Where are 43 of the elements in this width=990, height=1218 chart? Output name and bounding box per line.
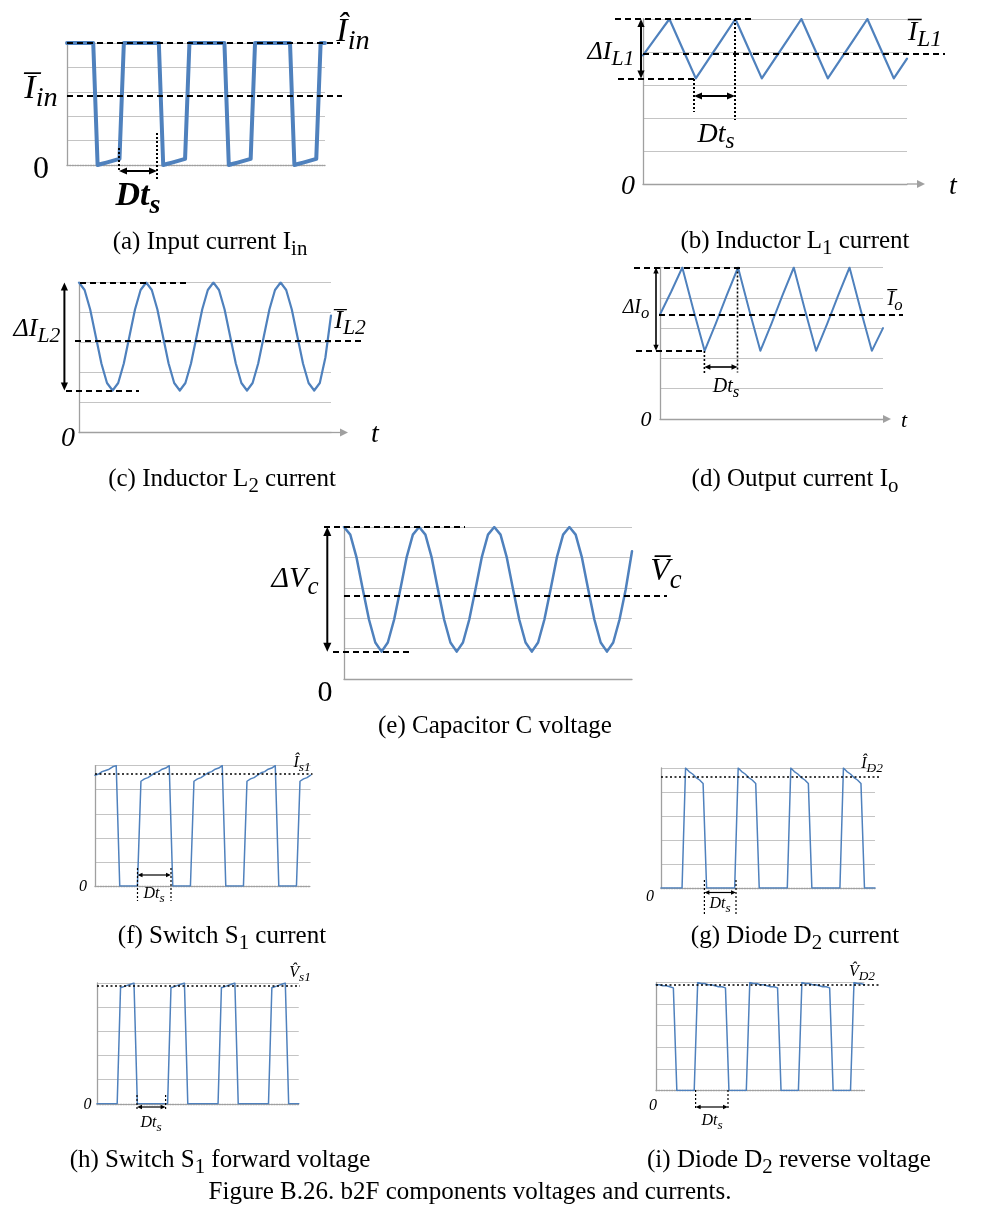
- text: 0: [646, 887, 654, 905]
- text: 0: [621, 168, 635, 201]
- text: ΔI$_{o}$: [622, 295, 650, 323]
- text: (i) Diode D$_{2}$ reverse voltage: [647, 1144, 931, 1178]
- ref-line-label: I̅$_{L2}$: [334, 304, 366, 341]
- ref-line-label: Î$_{D2}$: [861, 754, 883, 777]
- text: (a) Input current I$_{in}$: [112, 226, 308, 260]
- text: 0: [61, 420, 75, 453]
- ref-line-label: I̅$_{o}$: [887, 287, 903, 316]
- ref-line-label: V̅$_{c}$: [650, 551, 682, 595]
- x-axis-title: t: [371, 417, 380, 448]
- x-axis-title: t: [949, 168, 958, 200]
- text: (f) Switch S$_{1}$ current: [117, 920, 327, 954]
- ref-line-label: I̅$_{in}$: [24, 68, 58, 113]
- text: Dt$_{s}$: [115, 175, 161, 219]
- text: (e) Capacitor C voltage: [378, 711, 612, 739]
- text: (h) Switch S$_{1}$ forward voltage: [69, 1144, 371, 1178]
- text: Dt$_{s}$: [701, 1111, 723, 1133]
- annotation: Dt$_{s}$: [697, 116, 735, 155]
- text: ΔI$_{L1}$: [587, 35, 635, 72]
- ref-line-label: Î$_{s1}$: [293, 753, 311, 775]
- text: Dt$_{s}$: [709, 894, 731, 916]
- text: 0: [79, 877, 87, 895]
- ref-line-label: V̂$_{D2}$: [848, 961, 876, 984]
- ref-line-label: I̅$_{L1}$: [908, 14, 942, 52]
- annotation: Dt$_{s}$: [712, 374, 740, 402]
- text: 0: [83, 1095, 92, 1113]
- text: (d) Output current I$_{o}$: [691, 463, 899, 497]
- text: ΔI$_{L2}$: [13, 312, 61, 349]
- text: Dt$_{s}$: [140, 1113, 162, 1135]
- text: (g) Diode D$_{2}$ current: [690, 920, 900, 954]
- ref-line-label: V̂$_{s1}$: [289, 963, 311, 986]
- annotation: Dt$_{s}$: [143, 884, 165, 906]
- text: ΔV$_{c}$: [271, 560, 319, 600]
- text: Figure B.26. b2F components voltages and currents.: [208, 1177, 732, 1205]
- x-axis-title: t: [901, 406, 908, 432]
- text: (c) Inductor L$_{2}$ current: [108, 463, 336, 497]
- text: 0: [33, 149, 49, 186]
- text: 0: [317, 673, 333, 707]
- text: (b) Inductor L$_{1}$ current: [680, 225, 910, 259]
- text: 0: [649, 1096, 657, 1114]
- ref-line-label: Î$_{in}$: [336, 11, 370, 55]
- text: 0: [640, 405, 652, 432]
